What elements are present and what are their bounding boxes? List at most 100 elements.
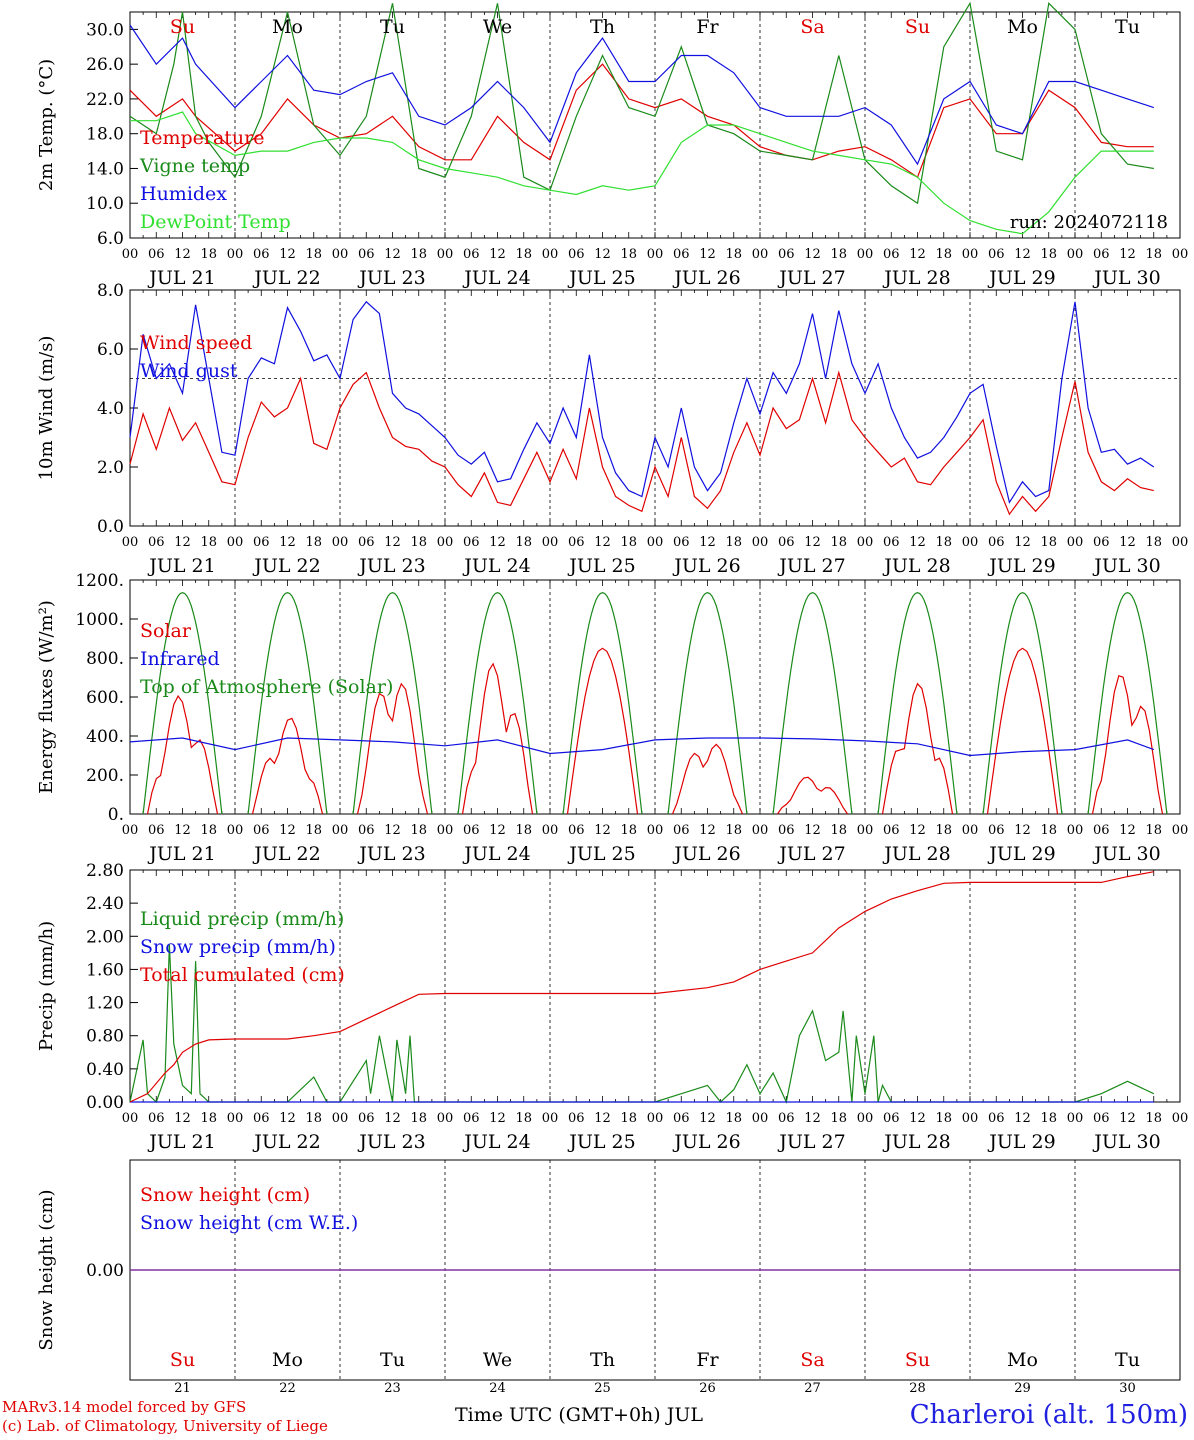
hour-tick-label: 00 [227, 535, 244, 550]
date-label: JUL 22 [252, 555, 320, 577]
hour-tick-label: 18 [305, 1111, 322, 1126]
hour-tick-label: 00 [752, 1111, 769, 1126]
date-label: JUL 26 [672, 843, 740, 865]
hour-tick-label: 18 [200, 247, 217, 262]
hour-tick-label: 18 [200, 823, 217, 838]
hour-tick-label: 18 [935, 1111, 952, 1126]
hour-tick-label: 00 [332, 535, 349, 550]
legend-entry: Liquid precip (mm/h) [140, 908, 344, 930]
y-axis-label: Precip (mm/h) [36, 921, 57, 1051]
hour-tick-label: 06 [778, 247, 795, 262]
hour-tick-label: 18 [410, 535, 427, 550]
date-label: JUL 21 [147, 1131, 215, 1153]
hour-tick-label: 06 [148, 1111, 165, 1126]
hour-tick-label: 18 [1040, 1111, 1057, 1126]
hour-tick-label: 06 [778, 535, 795, 550]
hour-tick-label: 18 [725, 535, 742, 550]
hour-tick-label: 12 [1014, 535, 1031, 550]
hour-tick-label: 12 [1119, 823, 1136, 838]
series-toa-solar-day [142, 592, 223, 815]
date-label: JUL 29 [987, 843, 1055, 865]
weekday-label: Su [905, 1349, 930, 1371]
weekday-label: Tu [380, 16, 405, 38]
hour-tick-label: 06 [673, 1111, 690, 1126]
hour-tick-label: 12 [1014, 823, 1031, 838]
hour-tick-label: 18 [830, 535, 847, 550]
hour-tick-label: 12 [804, 247, 821, 262]
series-wind-speed [129, 370, 1154, 516]
weekday-label: Tu [1115, 1349, 1140, 1371]
hour-tick-label: 12 [384, 823, 401, 838]
y-tick-label: 6.0 [97, 340, 124, 360]
y-tick-label: 0.00 [86, 1261, 124, 1281]
hour-tick-label: 18 [620, 1111, 637, 1126]
date-label: JUL 24 [462, 843, 530, 865]
hour-tick-label: 12 [1119, 535, 1136, 550]
weekday-label: Fr [696, 16, 719, 38]
date-label: JUL 29 [987, 555, 1055, 577]
hour-tick-label: 18 [410, 1111, 427, 1126]
weekday-label: Sa [800, 16, 824, 38]
hour-tick-label: 12 [594, 535, 611, 550]
hour-tick-label: 12 [804, 535, 821, 550]
date-label: JUL 28 [882, 1131, 950, 1153]
day-number: 24 [489, 1381, 506, 1395]
hour-tick-label: 12 [594, 1111, 611, 1126]
hour-tick-label: 18 [410, 247, 427, 262]
hour-tick-label: 18 [305, 247, 322, 262]
hour-tick-label: 00 [542, 535, 559, 550]
hour-tick-label: 18 [1040, 823, 1057, 838]
day-number: 26 [699, 1381, 716, 1395]
series-solar-day [566, 647, 639, 815]
y-tick-label: 0.40 [86, 1060, 124, 1080]
day-number: 28 [909, 1381, 926, 1395]
date-label: JUL 27 [777, 555, 845, 577]
legend-entry: Wind gust [140, 360, 238, 382]
hour-tick-label: 12 [909, 247, 926, 262]
series-solar-day [671, 743, 744, 815]
hour-tick-label: 00 [857, 535, 874, 550]
hour-tick-label: 06 [778, 1111, 795, 1126]
hour-tick-label: 00 [1172, 823, 1189, 838]
weekday-label: Mo [1007, 16, 1038, 38]
hour-tick-label: 00 [542, 1111, 559, 1126]
y-tick-label: 0.80 [86, 1027, 124, 1047]
hour-tick-label: 18 [935, 823, 952, 838]
legend-entry: Top of Atmosphere (Solar) [140, 676, 393, 698]
hour-tick-label: 18 [515, 1111, 532, 1126]
y-tick-label: 0. [108, 805, 124, 825]
hour-tick-label: 18 [515, 823, 532, 838]
hour-tick-label: 00 [962, 1111, 979, 1126]
date-label: JUL 27 [777, 843, 845, 865]
hour-tick-label: 12 [804, 1111, 821, 1126]
weekday-label: Sa [800, 1349, 824, 1371]
hour-tick-label: 18 [200, 535, 217, 550]
y-tick-label: 1.20 [86, 994, 124, 1014]
y-tick-label: 2.40 [86, 894, 124, 914]
hour-tick-label: 06 [463, 247, 480, 262]
y-tick-label: 400. [86, 727, 124, 747]
hour-tick-label: 00 [1067, 1111, 1084, 1126]
y-tick-label: 0.00 [86, 1093, 124, 1113]
hour-tick-label: 00 [437, 535, 454, 550]
legend-entry: Infrared [140, 648, 220, 670]
hour-tick-label: 18 [935, 535, 952, 550]
run-label: run: 2024072118 [1010, 212, 1168, 233]
day-number: 30 [1119, 1381, 1136, 1395]
hour-tick-label: 12 [384, 1111, 401, 1126]
hour-tick-label: 12 [279, 823, 296, 838]
y-tick-label: 8.0 [97, 281, 124, 301]
time-axis-label: Time UTC (GMT+0h) JUL [455, 1404, 703, 1426]
legend-entry: Temperature [140, 127, 264, 149]
weekday-label: Th [590, 1349, 615, 1371]
hour-tick-label: 00 [647, 535, 664, 550]
date-label: JUL 21 [147, 843, 215, 865]
date-label: JUL 26 [672, 555, 740, 577]
hour-tick-label: 12 [699, 535, 716, 550]
hour-tick-label: 00 [647, 823, 664, 838]
hour-tick-label: 00 [1067, 247, 1084, 262]
hour-tick-label: 00 [437, 1111, 454, 1126]
hour-tick-label: 18 [620, 823, 637, 838]
hour-tick-label: 12 [489, 535, 506, 550]
y-axis-label: Energy fluxes (W/m²) [36, 600, 57, 794]
